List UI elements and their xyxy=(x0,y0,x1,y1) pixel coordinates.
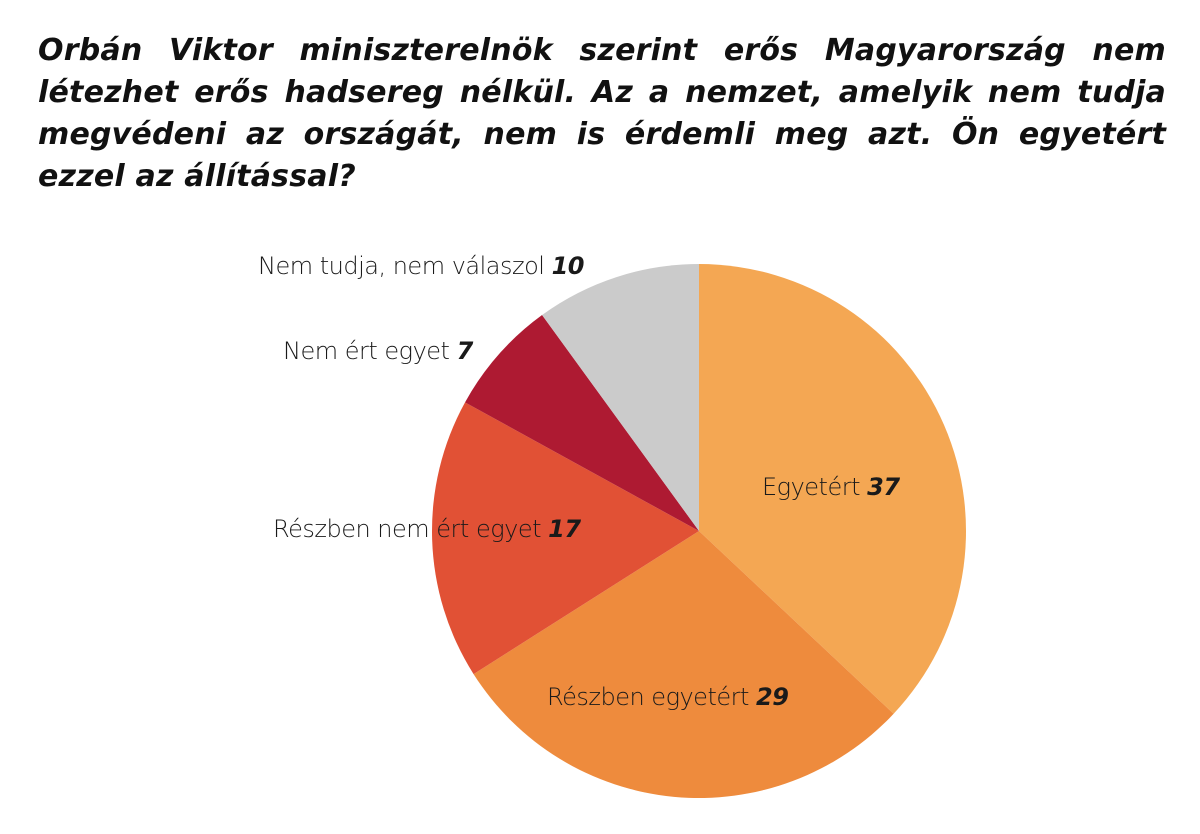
label-value: 29 xyxy=(756,683,789,711)
label-reszben-egyetert: Részben egyetért 29 xyxy=(547,683,789,711)
label-value: 10 xyxy=(551,252,585,280)
chart-title: Orbán Viktor miniszterelnök szerint erős… xyxy=(38,33,1166,194)
pie-slice xyxy=(432,402,699,675)
label-text: Nem ért egyet xyxy=(283,337,450,365)
label-text: Részben nem ért egyet xyxy=(273,515,542,543)
label-text: Részben egyetért xyxy=(547,683,749,711)
pie-slice xyxy=(542,264,699,531)
label-value: 37 xyxy=(867,473,900,501)
label-text: Egyetért xyxy=(762,473,861,501)
label-nem-tudja: Nem tudja, nem válaszol 10 xyxy=(258,252,584,280)
label-egyetert: Egyetért 37 xyxy=(762,473,900,501)
label-value: 17 xyxy=(548,515,581,543)
label-text: Nem tudja, nem válaszol xyxy=(258,252,545,280)
pie-slice xyxy=(465,314,699,531)
label-nem-ert-egyet: Nem ért egyet 7 xyxy=(283,337,473,365)
label-value: 7 xyxy=(456,337,474,365)
pie-slice xyxy=(473,531,894,798)
pie-slice xyxy=(699,264,966,714)
label-reszben-nem-ert-egyet: Részben nem ért egyet 17 xyxy=(273,515,581,543)
